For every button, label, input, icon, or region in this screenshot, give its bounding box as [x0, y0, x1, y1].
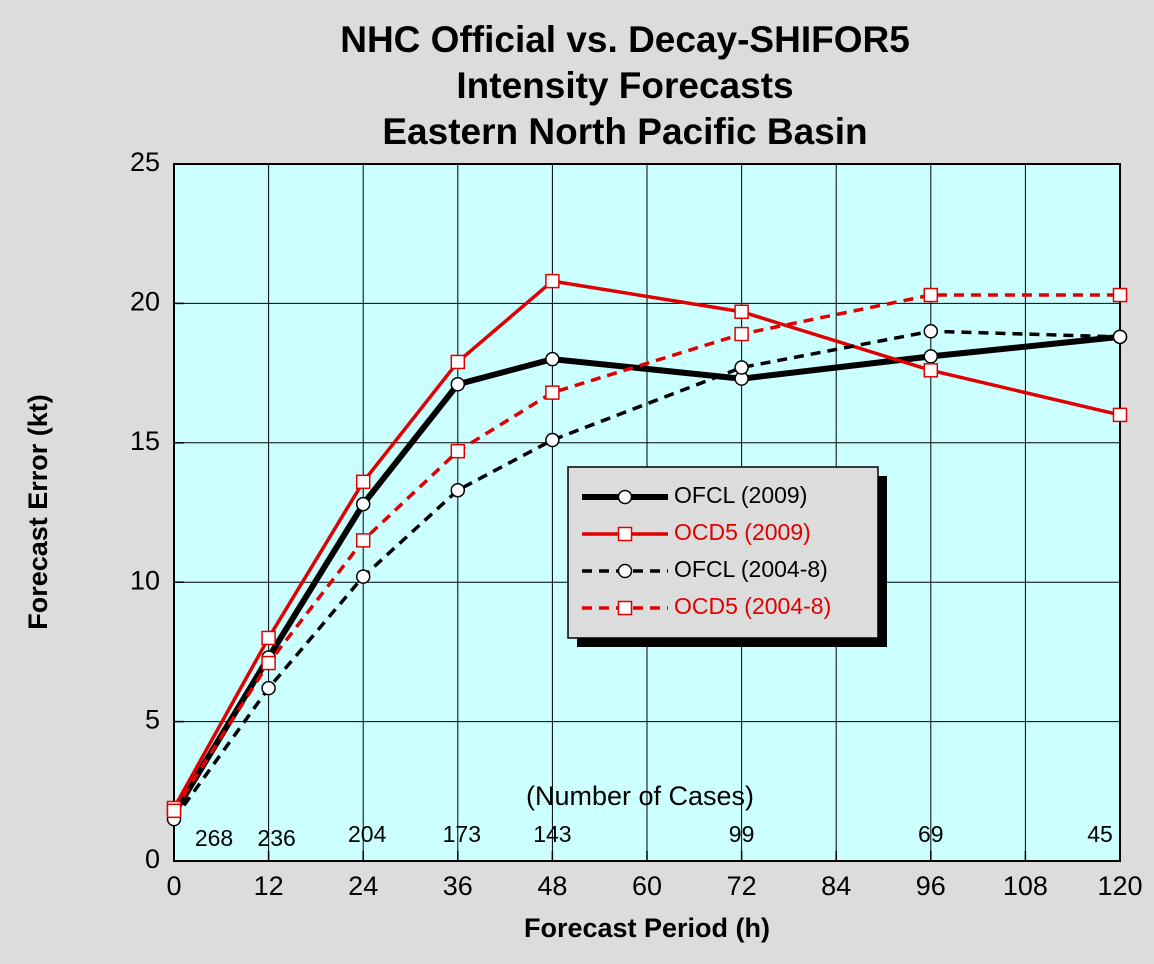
marker [1112, 407, 1128, 423]
x-tick-label: 36 [443, 871, 473, 901]
marker [734, 304, 749, 320]
y-tick-label: 10 [130, 565, 160, 595]
marker [545, 432, 560, 448]
legend-marker [617, 489, 633, 505]
x-tick-label: 120 [1097, 871, 1142, 901]
marker [1112, 287, 1128, 303]
legend-label: OFCL (2009) [674, 482, 807, 508]
case-count: 268 [195, 825, 233, 851]
y-tick-label: 20 [130, 287, 160, 317]
cases-label: (Number of Cases) [526, 781, 754, 811]
case-count: 236 [257, 825, 295, 851]
x-tick-label: 60 [632, 871, 662, 901]
marker [923, 287, 939, 303]
legend-label: OFCL (2004-8) [674, 556, 828, 582]
x-axis-label: Forecast Period (h) [524, 913, 770, 943]
y-tick-label: 0 [145, 844, 160, 874]
x-tick-label: 96 [916, 871, 946, 901]
y-tick-label: 5 [145, 705, 160, 735]
x-tick-label: 12 [254, 871, 284, 901]
case-count: 69 [918, 821, 944, 847]
chart-title: Intensity Forecasts [456, 65, 793, 106]
legend-label: OCD5 (2009) [674, 519, 811, 545]
x-tick-label: 48 [537, 871, 567, 901]
marker [734, 360, 749, 375]
case-count: 45 [1087, 821, 1113, 847]
marker [545, 273, 560, 289]
marker [1112, 329, 1128, 345]
case-count: 143 [533, 821, 571, 847]
y-axis-label: Forecast Error (kt) [23, 394, 53, 630]
marker [450, 354, 466, 370]
marker [261, 630, 276, 646]
case-count: 204 [348, 821, 387, 847]
marker [734, 326, 749, 342]
marker [355, 474, 371, 490]
legend-label: OCD5 (2004-8) [674, 593, 831, 619]
x-tick-label: 72 [727, 871, 757, 901]
case-count: 99 [729, 821, 755, 847]
x-tick-label: 108 [1003, 871, 1048, 901]
legend-marker [617, 526, 633, 542]
marker [923, 349, 939, 364]
chart-title: Eastern North Pacific Basin [382, 111, 867, 152]
marker [450, 482, 466, 498]
y-tick-label: 25 [130, 147, 160, 177]
case-count: 173 [443, 821, 481, 847]
x-tick-label: 24 [348, 871, 378, 901]
x-tick-label: 0 [166, 871, 181, 901]
plot-frame [173, 163, 1121, 862]
marker [450, 443, 466, 459]
series-line [172, 329, 1121, 821]
marker [450, 377, 466, 392]
marker [355, 569, 371, 584]
legend-marker [617, 563, 633, 579]
y-tick-label: 15 [130, 426, 160, 456]
marker [261, 680, 276, 696]
series-line [172, 279, 1121, 809]
marker [545, 385, 560, 400]
marker [545, 351, 560, 367]
marker [166, 803, 182, 819]
marker [923, 324, 939, 339]
marker [355, 533, 371, 548]
series-line [172, 293, 1120, 812]
marker [261, 655, 276, 671]
x-tick-label: 84 [821, 871, 851, 901]
marker [355, 496, 371, 512]
chart-title: NHC Official vs. Decay-SHIFOR5 [340, 19, 910, 60]
marker [923, 363, 939, 378]
legend-marker [617, 600, 633, 616]
